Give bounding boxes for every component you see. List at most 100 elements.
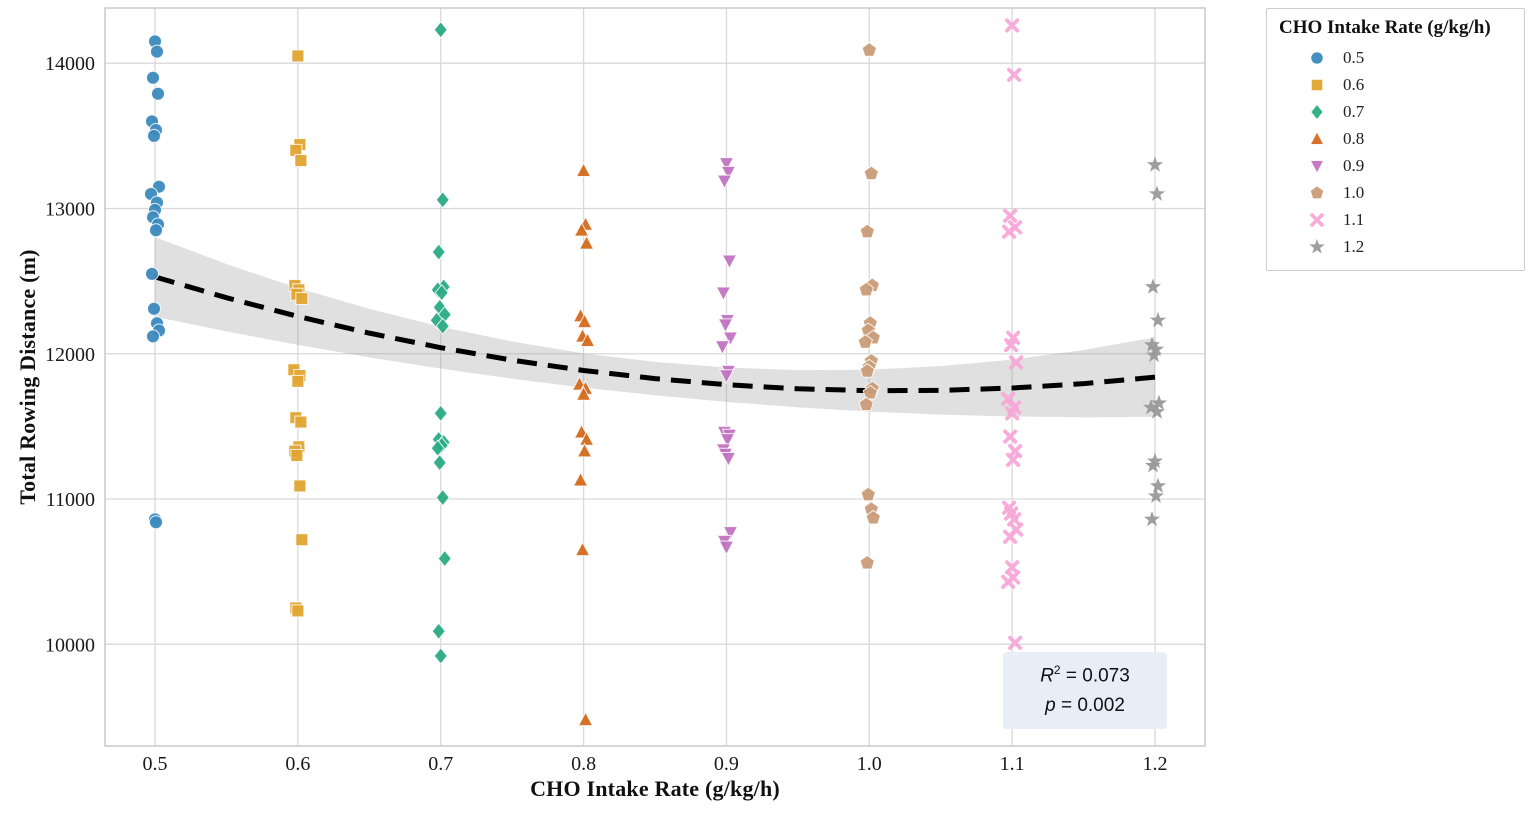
data-point-x (1005, 18, 1020, 33)
data-point-square (294, 154, 308, 168)
x-tick-label: 1.0 (857, 753, 882, 775)
confidence-band (155, 237, 1155, 418)
data-point-pentagon (859, 223, 876, 239)
data-point-circle (1310, 50, 1324, 65)
data-point-square (290, 448, 304, 462)
data-point-circle (145, 266, 159, 281)
x-tick-label: 0.9 (714, 753, 739, 775)
data-point-triangle-down (720, 165, 737, 181)
data-point-diamond (1310, 103, 1324, 120)
diamond-legend-marker-icon (1310, 103, 1324, 120)
series-1.0 (857, 42, 882, 570)
data-point-pentagon (858, 396, 875, 412)
legend-item-label: 0.9 (1343, 155, 1365, 175)
triangle-down-legend-marker-icon (1309, 159, 1325, 174)
data-point-triangle-up (579, 332, 596, 347)
legend-item-label: 1.2 (1343, 236, 1365, 256)
data-point-circle (149, 515, 163, 530)
data-point-triangle-up (575, 162, 592, 178)
data-point-triangle-down (714, 340, 731, 356)
data-point-star (1144, 457, 1162, 473)
data-point-star (1146, 156, 1164, 172)
data-point-x (1003, 429, 1018, 444)
data-point-diamond (429, 311, 444, 330)
data-point-star (1143, 336, 1161, 352)
legend-item-1.2: 1.2 (1279, 233, 1514, 260)
data-point-star (1147, 340, 1165, 357)
series-0.5 (144, 34, 166, 530)
data-point-triangle-down (719, 433, 736, 449)
legend-title: CHO Intake Rate (g/kg/h) (1279, 17, 1491, 38)
p-value-line: p = 0.002 (1045, 694, 1125, 716)
data-point-star (1309, 238, 1325, 254)
data-point-circle (146, 70, 160, 85)
data-point-triangle-up (578, 234, 595, 250)
data-point-square (294, 415, 308, 429)
data-point-star (1149, 477, 1167, 493)
data-point-x (1009, 355, 1024, 370)
data-point-triangle-down (720, 452, 737, 467)
legend-item-label: 0.6 (1343, 74, 1365, 94)
data-point-triangle-up (575, 385, 592, 401)
data-point-diamond (431, 622, 446, 641)
data-point-star (1142, 399, 1160, 415)
data-point-circle (150, 44, 164, 59)
legend-item-1.0: 1.0 (1279, 179, 1514, 206)
data-point-diamond (434, 283, 449, 302)
data-point-circle (147, 128, 161, 143)
x-tick-label: 0.6 (285, 753, 310, 775)
data-point-x (1007, 67, 1022, 82)
data-point-pentagon (859, 363, 876, 378)
legend-item-label: 0.5 (1343, 47, 1365, 67)
data-point-circle (146, 329, 160, 344)
data-point-x (1003, 529, 1018, 544)
data-point-pentagon (865, 509, 882, 525)
data-point-diamond (435, 488, 450, 507)
data-point-diamond (433, 647, 448, 665)
data-point-triangle-down (722, 526, 739, 542)
legend-item-0.8: 0.8 (1279, 125, 1514, 152)
star-legend-marker-icon (1309, 238, 1325, 254)
data-point-x (1001, 574, 1016, 589)
circle-legend-marker-icon (1310, 50, 1324, 65)
data-point-diamond (435, 190, 450, 209)
plot-border (104, 7, 1206, 747)
data-point-square (293, 479, 307, 493)
legend-item-0.5: 0.5 (1279, 44, 1514, 71)
legend-item-label: 1.1 (1343, 209, 1365, 229)
data-point-star (1150, 394, 1168, 411)
x-tick-label: 0.8 (571, 753, 596, 775)
legend-item-label: 0.7 (1343, 101, 1365, 121)
data-point-x (1006, 452, 1021, 467)
trend-line (154, 274, 1156, 394)
data-point-triangle-down (721, 254, 738, 270)
data-point-circle (149, 223, 163, 238)
x-legend-marker-icon (1310, 212, 1324, 227)
data-point-x (1003, 208, 1018, 223)
data-point-triangle-down (717, 318, 734, 334)
y-tick-label: 12000 (45, 344, 95, 366)
data-point-star (1143, 510, 1161, 527)
legend-item-1.1: 1.1 (1279, 206, 1514, 233)
pentagon-legend-marker-icon (1309, 184, 1325, 199)
data-point-x (1310, 212, 1324, 227)
data-point-triangle-up (578, 430, 595, 446)
data-point-diamond (430, 439, 445, 457)
x-tick-label: 0.7 (428, 753, 453, 775)
series-0.8 (571, 162, 596, 727)
data-point-square (1310, 78, 1324, 91)
legend-item-0.7: 0.7 (1279, 98, 1514, 125)
data-point-square (291, 49, 305, 63)
data-point-diamond (432, 453, 447, 472)
data-point-pentagon (859, 554, 876, 570)
y-tick-label: 11000 (46, 489, 95, 511)
data-point-pentagon (862, 384, 879, 400)
legend-item-0.9: 0.9 (1279, 152, 1514, 179)
data-point-triangle-up (574, 541, 591, 557)
data-point-circle (151, 86, 165, 101)
series-1.2 (1142, 156, 1168, 527)
data-point-x (1002, 224, 1017, 239)
data-point-star (1148, 185, 1166, 201)
data-point-star (1144, 278, 1162, 294)
y-tick-label: 10000 (45, 634, 95, 656)
